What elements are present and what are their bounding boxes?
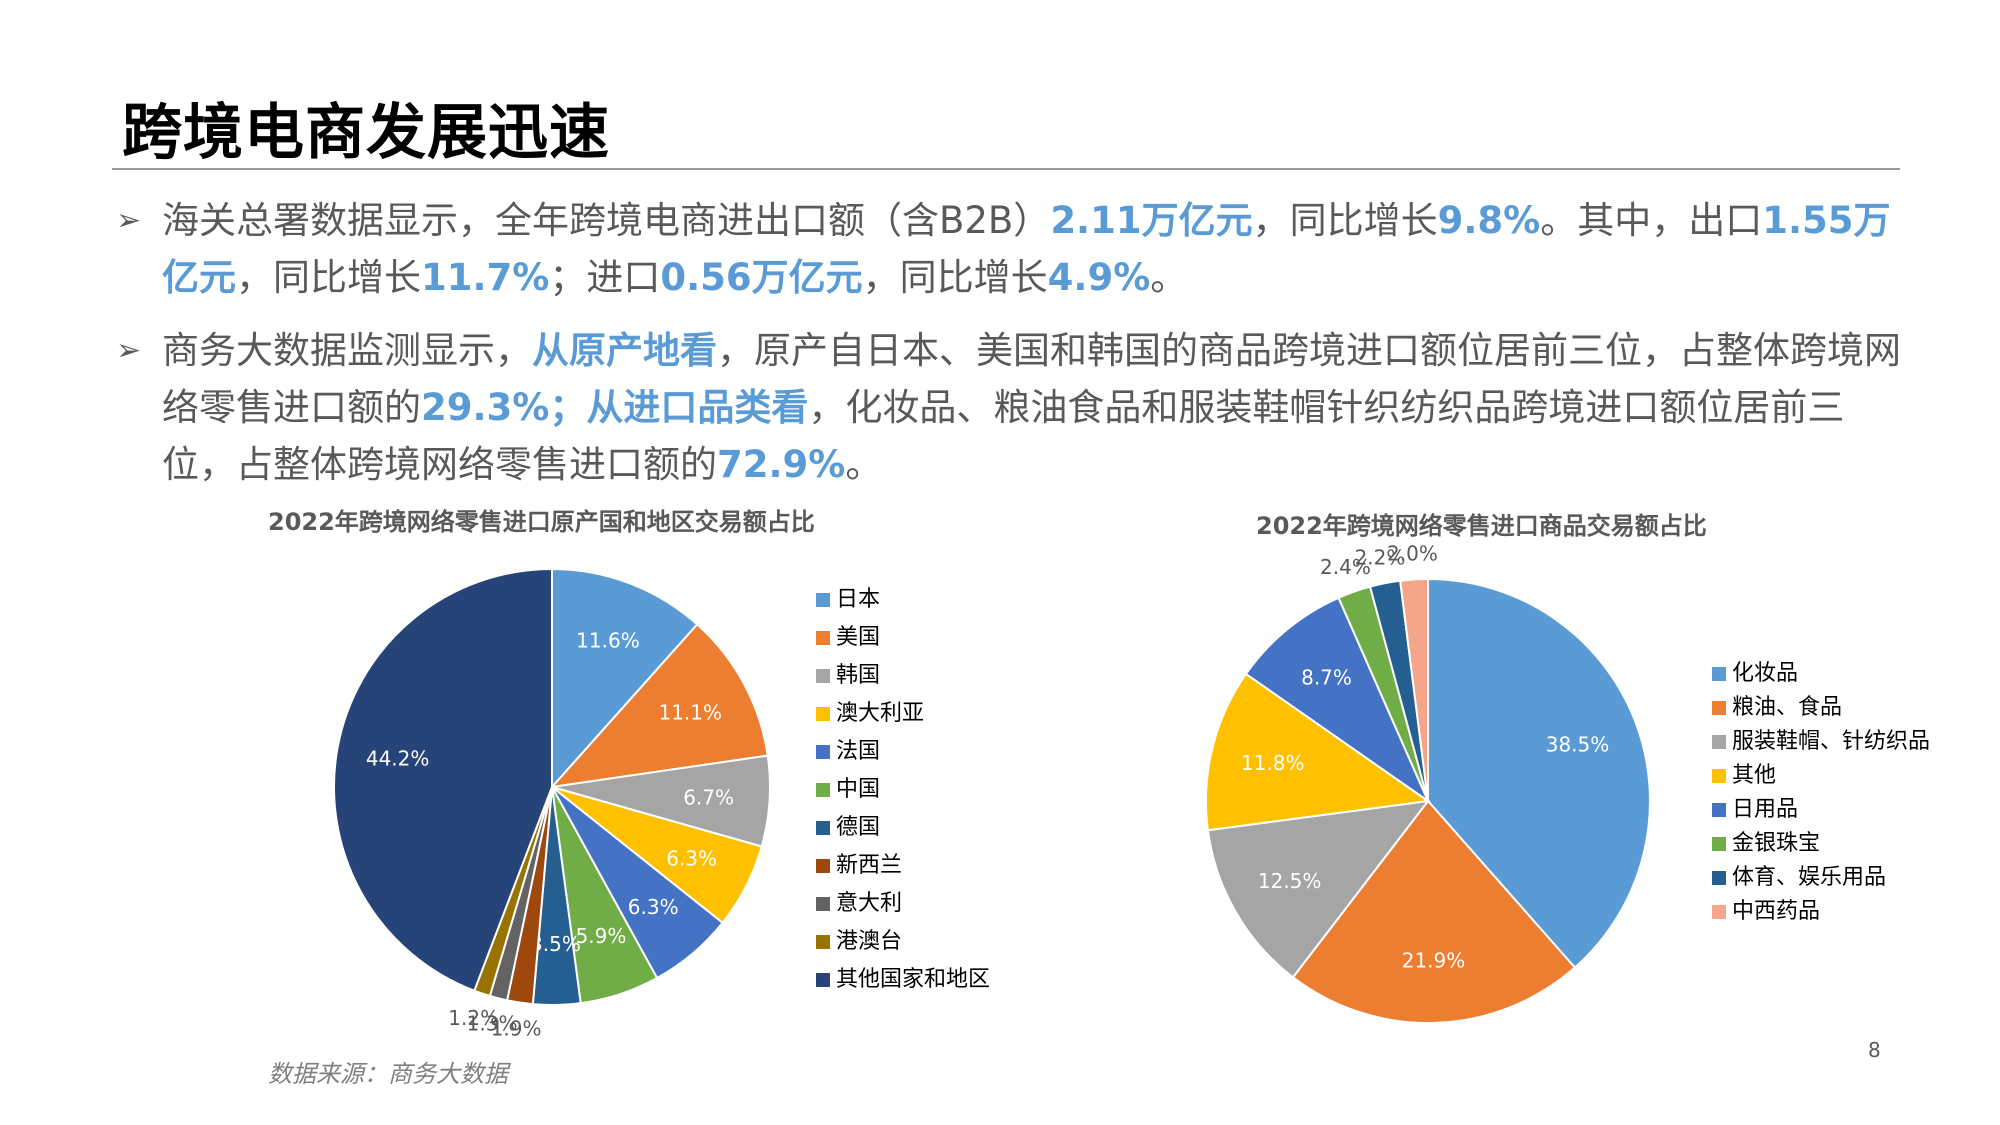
legend-label: 意大利 xyxy=(836,891,903,916)
bullet-text-run: ；进口 xyxy=(549,256,661,299)
data-label-2-1: 38.5% xyxy=(1546,733,1610,757)
legend-swatch xyxy=(1712,871,1726,885)
data-label-2-6: 2.4% xyxy=(1320,555,1371,579)
data-label-1-3: 6.7% xyxy=(683,785,734,809)
bullet-1: ➢ 海关总署数据显示，全年跨境电商进出口额（含B2B）2.11万亿元，同比增长9… xyxy=(112,192,1902,306)
bullet-2: ➢ 商务大数据监测显示，从原产地看，原产自日本、美国和韩国的商品跨境进口额位居前… xyxy=(112,322,1902,493)
legend-label: 新西兰 xyxy=(836,853,903,878)
bullet-text-run: 。 xyxy=(1150,256,1188,299)
legend-swatch xyxy=(816,859,830,873)
legend-label: 日本 xyxy=(836,587,881,612)
highlight-text: 9.8% xyxy=(1437,199,1541,242)
data-label-1-8: 1.9% xyxy=(491,1016,542,1040)
data-label-1-10: 1.2% xyxy=(448,1006,499,1030)
legend-swatch xyxy=(1712,905,1726,919)
highlight-text: 11.7% xyxy=(421,256,550,299)
legend-swatch xyxy=(816,897,830,911)
legend-label: 其他 xyxy=(1732,763,1777,788)
legend-swatch xyxy=(1712,735,1726,749)
legend-label: 中国 xyxy=(836,777,881,802)
pie-slice-2-2 xyxy=(1291,799,1577,1024)
source-note: 数据来源：商务大数据 xyxy=(268,1060,508,1088)
legend-label: 服装鞋帽、针纺织品 xyxy=(1732,729,1931,754)
data-label-2-3: 12.5% xyxy=(1258,869,1322,893)
bullet-1-text: 海关总署数据显示，全年跨境电商进出口额（含B2B）2.11万亿元，同比增长9.8… xyxy=(162,199,1891,299)
bullet-text-run: 。其中，出口 xyxy=(1540,199,1763,242)
legend-swatch xyxy=(816,783,830,797)
bullet-text-run: ，化妆品、粮油食品和服装鞋帽针织纺织品跨境进口额位居前三位，占整体跨境网络零售进… xyxy=(162,386,1845,486)
legend-label: 德国 xyxy=(836,815,881,840)
pie-slice-1-11 xyxy=(333,567,553,992)
arrow-bullet-icon: ➢ xyxy=(116,203,142,238)
legend-label: 法国 xyxy=(836,739,881,764)
pie-slice-1-1 xyxy=(551,567,699,790)
bullet-text-run: ，同比增长 xyxy=(862,256,1048,299)
legend-label: 韩国 xyxy=(836,663,881,688)
bullet-2-text: 商务大数据监测显示，从原产地看，原产自日本、美国和韩国的商品跨境进口额位居前三位… xyxy=(162,329,1901,486)
pie-slice-2-3 xyxy=(1206,799,1431,979)
highlight-text: 1.55万亿元 xyxy=(162,199,1891,299)
bullet-text-run: 商务大数据监测显示， xyxy=(162,329,532,372)
bullet-text-run: ，同比增长 xyxy=(236,256,421,299)
data-label-1-2: 11.1% xyxy=(658,701,722,725)
pie-slice-2-4 xyxy=(1205,672,1431,832)
bullet-list: ➢ 海关总署数据显示，全年跨境电商进出口额（含B2B）2.11万亿元，同比增长9… xyxy=(112,192,1902,509)
pie-slice-1-2 xyxy=(549,622,769,789)
legend-swatch xyxy=(816,821,830,835)
legend-swatch xyxy=(816,631,830,645)
bullet-text-run: 海关总署数据显示，全年跨境电商进出口额（含B2B） xyxy=(162,199,1051,242)
data-label-1-6: 5.9% xyxy=(576,924,627,948)
data-label-1-1: 11.6% xyxy=(576,628,640,652)
highlight-text: 2.11万亿元 xyxy=(1050,199,1253,242)
data-label-2-5: 8.7% xyxy=(1301,666,1352,690)
legend-swatch xyxy=(816,745,830,759)
data-label-1-5: 6.3% xyxy=(628,895,679,919)
legend-swatch xyxy=(1712,701,1726,715)
chart-2-title: 2022年跨境网络零售进口商品交易额占比 xyxy=(1256,512,1707,540)
pie-slice-2-1 xyxy=(1427,577,1651,969)
legend-swatch xyxy=(1712,837,1726,851)
chart-1-title: 2022年跨境网络零售进口原产国和地区交易额占比 xyxy=(268,508,815,536)
data-label-2-7: 2.2% xyxy=(1355,546,1406,570)
pie-slice-2-5 xyxy=(1244,596,1431,804)
legend-label: 日用品 xyxy=(1732,797,1799,822)
bullet-text-run: ，同比增长 xyxy=(1252,199,1438,242)
highlight-text: 0.56万亿元 xyxy=(660,256,863,299)
data-label-1-4: 6.3% xyxy=(666,847,717,871)
data-label-1-9: 1.3% xyxy=(467,1012,518,1036)
legend-label: 其他国家和地区 xyxy=(836,967,991,992)
legend-swatch xyxy=(1712,769,1726,783)
legend-label: 中西药品 xyxy=(1732,899,1821,924)
legend-swatch xyxy=(816,973,830,987)
legend-swatch xyxy=(816,935,830,949)
legend-label: 粮油、食品 xyxy=(1732,695,1843,720)
slide-title: 跨境电商发展迅速 xyxy=(122,98,610,168)
data-label-1-11: 44.2% xyxy=(366,747,430,771)
arrow-bullet-icon: ➢ xyxy=(116,333,142,368)
title-divider xyxy=(112,168,1900,170)
legend-label: 化妆品 xyxy=(1732,661,1799,686)
data-label-2-4: 11.8% xyxy=(1241,751,1305,775)
data-label-2-8: 2.0% xyxy=(1387,541,1438,565)
legend-label: 港澳台 xyxy=(836,929,903,954)
legend-label: 体育、娱乐用品 xyxy=(1732,865,1887,890)
highlight-text: 72.9% xyxy=(717,443,846,486)
data-label-2-2: 21.9% xyxy=(1402,949,1466,973)
bullet-text-run: 。 xyxy=(845,443,883,486)
highlight-text: 29.3%；从进口品类看 xyxy=(421,386,809,429)
legend-label: 澳大利亚 xyxy=(836,701,925,726)
legend-swatch xyxy=(816,593,830,607)
highlight-text: 4.9% xyxy=(1047,256,1151,299)
legend-swatch xyxy=(1712,803,1726,817)
highlight-text: 从原产地看 xyxy=(532,329,717,372)
legend-label: 金银珠宝 xyxy=(1732,831,1821,856)
bullet-text-run: ，原产自日本、美国和韩国的商品跨境进口额位居前三位，占整体跨境网络零售进口额的 xyxy=(162,329,1901,429)
legend-swatch xyxy=(1712,667,1726,681)
legend-swatch xyxy=(816,669,830,683)
legend-swatch xyxy=(816,707,830,721)
pie-slice-2-8 xyxy=(1399,577,1429,802)
page-number: 8 xyxy=(1868,1038,1881,1062)
legend-label: 美国 xyxy=(836,625,881,650)
